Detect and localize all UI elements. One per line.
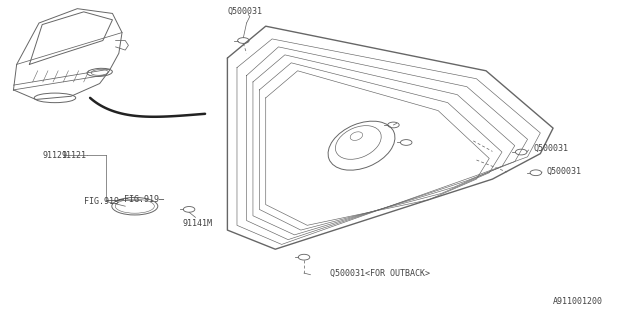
Text: Q500031: Q500031 — [534, 144, 569, 153]
Text: —FIG.919—: —FIG.919— — [119, 195, 164, 204]
Text: Q500031: Q500031 — [547, 167, 582, 176]
Text: Q500031: Q500031 — [227, 7, 262, 16]
Text: 91141M: 91141M — [182, 219, 212, 228]
Text: FIG.919: FIG.919 — [84, 197, 118, 206]
Text: Q500031<FOR OUTBACK>: Q500031<FOR OUTBACK> — [330, 268, 429, 278]
Text: 91121: 91121 — [61, 151, 86, 160]
Text: A911001200: A911001200 — [553, 297, 603, 306]
Text: 91121: 91121 — [42, 151, 67, 160]
